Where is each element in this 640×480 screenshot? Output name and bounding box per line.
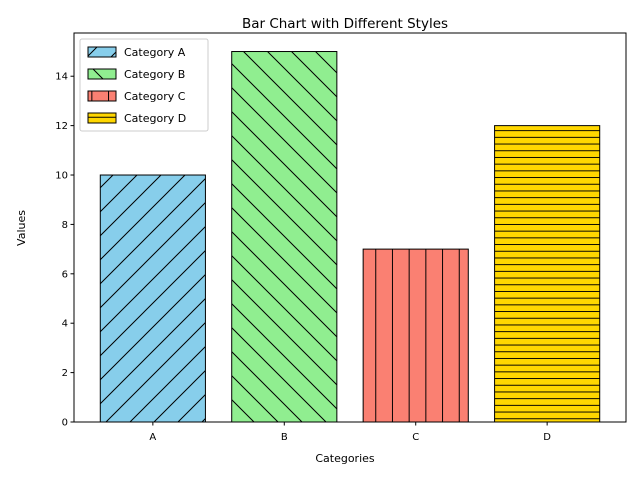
bar-c bbox=[362, 248, 469, 423]
legend-label: Category B bbox=[124, 68, 185, 81]
x-axis: A B C D bbox=[149, 422, 551, 443]
legend-swatch bbox=[87, 68, 117, 80]
y-axis-label: Values bbox=[15, 210, 28, 246]
legend-item-b: Category B bbox=[87, 68, 185, 81]
bars-group bbox=[99, 51, 601, 423]
y-tick-label: 12 bbox=[55, 121, 68, 132]
legend-label: Category D bbox=[124, 112, 186, 125]
chart-title: Bar Chart with Different Styles bbox=[242, 16, 448, 32]
x-tick-label: A bbox=[149, 432, 156, 443]
bar-hatch bbox=[99, 174, 206, 423]
bar-hatch bbox=[494, 125, 601, 423]
plot-frame bbox=[73, 32, 627, 423]
x-tick-label: B bbox=[281, 432, 288, 443]
bar-a bbox=[99, 174, 206, 423]
bar-d bbox=[494, 125, 601, 423]
x-axis-label: Categories bbox=[315, 452, 375, 465]
y-tick-label: 2 bbox=[62, 368, 68, 379]
legend-item-d: Category D bbox=[87, 112, 186, 125]
y-tick-label: 6 bbox=[62, 269, 68, 280]
legend-item-c: Category C bbox=[87, 90, 186, 103]
y-tick-label: 0 bbox=[62, 418, 68, 429]
legend-swatch bbox=[87, 90, 117, 102]
legend-frame bbox=[79, 38, 209, 132]
legend-swatch bbox=[87, 112, 117, 124]
legend-swatch bbox=[87, 46, 117, 58]
y-axis: 0 2 4 6 8 10 12 14 bbox=[55, 72, 74, 429]
legend-label: Category A bbox=[124, 46, 186, 59]
x-tick-label: D bbox=[543, 432, 551, 443]
legend: Category A Category B Category C Category D bbox=[79, 38, 209, 132]
legend-label: Category C bbox=[124, 90, 186, 103]
y-tick-label: 10 bbox=[55, 171, 68, 182]
bar-b bbox=[231, 51, 338, 423]
bar-hatch bbox=[362, 248, 469, 423]
x-tick-label: C bbox=[412, 432, 419, 443]
legend-item-a: Category A bbox=[87, 46, 186, 59]
y-tick-label: 14 bbox=[55, 72, 68, 83]
y-tick-label: 8 bbox=[62, 220, 68, 231]
y-tick-label: 4 bbox=[62, 319, 68, 330]
bar-hatch bbox=[231, 51, 338, 423]
